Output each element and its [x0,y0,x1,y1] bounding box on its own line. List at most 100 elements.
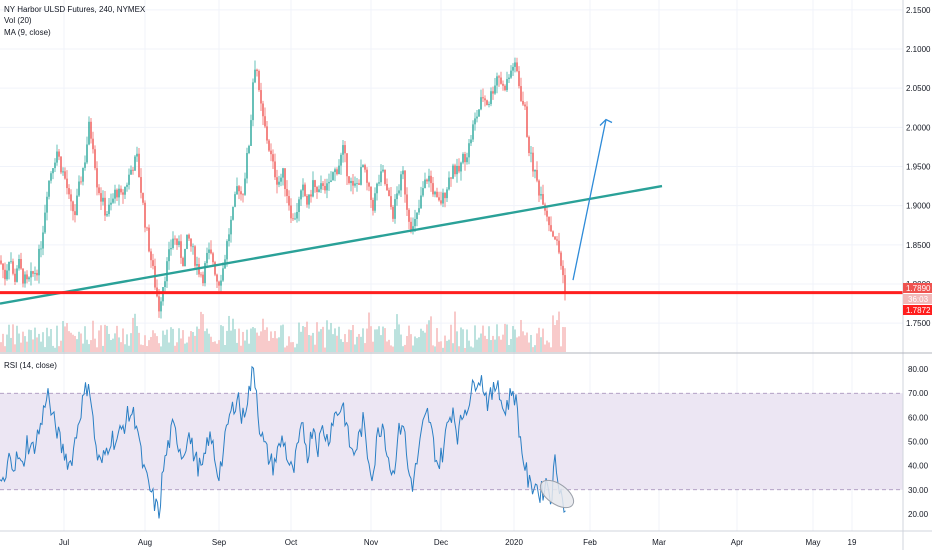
volume-bar [176,342,178,352]
candle-body [560,252,562,266]
volume-bar [354,344,356,352]
volume-bar [284,347,286,352]
candle-body [392,206,394,219]
candle-body [94,149,96,169]
volume-bar [372,341,374,352]
candle-body [370,186,372,200]
volume-bar [528,342,530,352]
candle-body [372,199,374,211]
chart-title: NY Harbor ULSD Futures, 240, NYMEX [4,5,146,14]
volume-bar [556,320,558,352]
volume-bar [282,324,284,352]
volume-bar [444,335,446,352]
volume-bar [18,333,20,352]
candle-body [218,281,220,286]
candle-body [276,177,278,185]
candle-body [474,118,476,125]
volume-bar [330,322,332,352]
volume-bar [30,330,32,352]
candle-body [98,187,100,194]
volume-bar [358,334,360,352]
volume-bar [246,329,248,352]
volume-bar [48,336,50,352]
volume-bar [68,331,70,352]
volume-bar [396,314,398,352]
candle-body [150,251,152,261]
volume-bar [82,343,84,352]
candle-body [274,161,276,178]
candle-body [152,260,154,266]
volume-bar [426,324,428,352]
volume-bar [270,331,272,352]
volume-bar [102,345,104,352]
price-tick-label: 1.7500 [906,319,931,328]
volume-bar [140,344,142,352]
rsi-tick-label: 30.00 [908,486,929,495]
candle-body [258,71,260,91]
volume-bar [22,331,24,352]
candle-body [362,165,364,168]
candle-body [562,265,564,276]
candle-body [428,175,430,182]
volume-bar [12,324,14,352]
volume-bar [168,342,170,352]
volume-bar [232,318,234,352]
volume-bar [32,339,34,352]
rsi-line [0,365,566,519]
rsi-tick-label: 60.00 [908,413,929,422]
volume-bar [508,345,510,352]
candle-body [212,253,214,263]
volume-bar [210,336,212,352]
volume-bar [174,345,176,352]
candle-body [430,175,432,184]
candle-body [50,173,52,181]
candle-body [516,62,518,72]
volume-bar [220,325,222,352]
candle-body [134,156,136,171]
volume-bar [554,325,556,352]
candle-body [486,100,488,105]
volume-bar [466,329,468,352]
candle-body [14,273,16,282]
volume-bar [318,331,320,352]
volume-bar [26,341,28,352]
volume-bar [224,345,226,352]
volume-bar [522,331,524,352]
candle-body [130,169,132,175]
candle-body [138,153,140,178]
volume-bar [160,346,162,352]
volume-bar [542,328,544,352]
candle-body [148,227,150,252]
candle-body [92,138,94,150]
candle-body [448,177,450,190]
candle-body [460,162,462,172]
volume-bar [260,331,262,352]
candle-body [506,79,508,91]
candle-body [348,176,350,184]
volume-bar [376,329,378,352]
candle-body [398,190,400,194]
volume-bar [120,342,122,352]
candle-body [142,192,144,203]
volume-bar [24,336,26,352]
volume-bar [564,327,566,352]
candle-body [500,77,502,84]
volume-bar [76,339,78,352]
volume-bar [266,327,268,352]
volume-bar [408,325,410,352]
price-tick-label: 2.1000 [906,45,931,54]
volume-bar [52,345,54,352]
volume-bar [510,338,512,352]
candle-body [232,206,234,220]
volume-bar [106,325,108,352]
candle-body [328,181,330,184]
candle-body [104,197,106,216]
volume-bar [524,335,526,352]
volume-bar [442,347,444,352]
volume-bar [292,342,294,352]
candle-body [402,170,404,175]
candle-body [470,139,472,144]
candle-body [124,186,126,195]
volume-bar [258,335,260,352]
volume-bar [432,345,434,352]
